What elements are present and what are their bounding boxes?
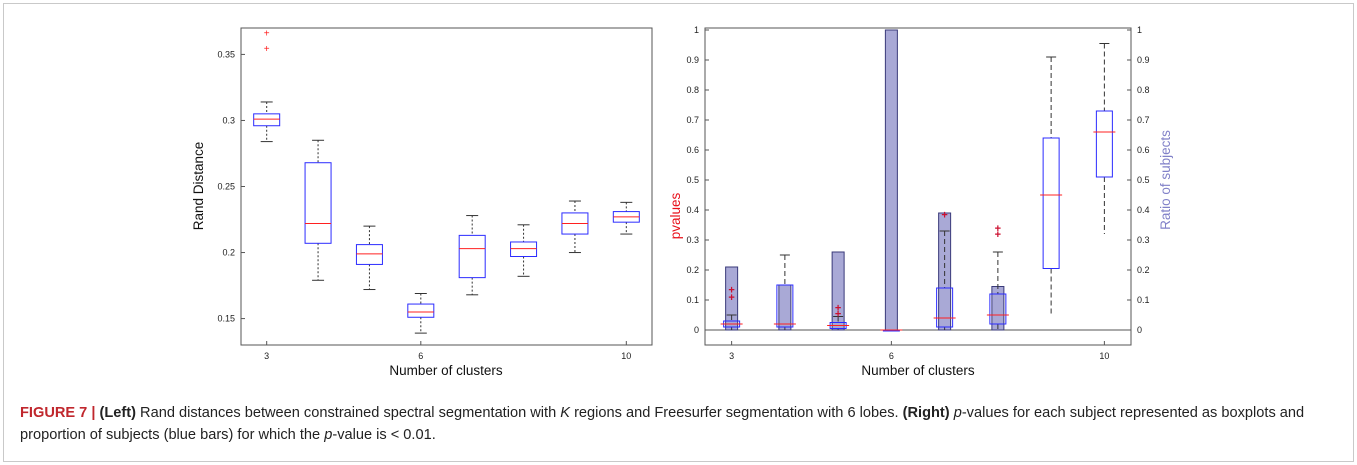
left-box-k3: ++: [253, 28, 281, 143]
figure-plots: 0.150.20.250.30.353 6 10 ++ Number of clus…: [191, 25, 1173, 378]
right-x-tick-label: 10: [1099, 351, 1109, 361]
right-y-tick-label-right: 0.4: [1137, 205, 1150, 215]
caption-figure-label: FIGURE 7 |: [20, 405, 96, 421]
figure-frame: [3, 3, 1354, 462]
left-x-tick-label: 6: [418, 351, 423, 361]
outlier-marker: +: [995, 229, 1001, 241]
outlier-marker: +: [941, 210, 947, 222]
outlier-marker: +: [728, 285, 734, 297]
outlier-marker: +: [835, 303, 841, 315]
left-box-k8: [510, 224, 538, 277]
caption-left-label: (Left): [99, 405, 136, 421]
right-y-tick-label-right: 0.7: [1137, 115, 1150, 125]
right-y-tick-label-left: 0.3: [686, 235, 699, 245]
right-y-tick-label-right: 0: [1137, 325, 1142, 335]
box-iqr: [407, 303, 435, 318]
ratio-bar-k6: [884, 29, 898, 331]
box-iqr: [253, 113, 281, 127]
right-y-tick-label-left: 0.2: [686, 265, 699, 275]
pvalue-box-k7: +: [933, 210, 956, 330]
caption-text-1: Rand distances between constrained spect…: [136, 405, 561, 421]
left-box-k4: [304, 139, 332, 281]
caption-p-variable-1: p: [953, 405, 962, 421]
left-y-tick-label: 0.35: [217, 49, 235, 59]
outlier-marker: +: [728, 292, 734, 304]
right-y-tick-label-right: 0.8: [1137, 85, 1150, 95]
right-y-tick-label-left: 0.9: [686, 55, 699, 65]
left-x-tick-label: 10: [621, 351, 631, 361]
box-iqr: [776, 284, 794, 328]
box-iqr: [989, 293, 1007, 325]
box-iqr: [1042, 137, 1060, 269]
left-x-axis-label: Number of clusters: [389, 363, 503, 378]
right-y-tick-label-left: 0.1: [686, 295, 699, 305]
right-y-tick-label-right: 1: [1137, 25, 1142, 35]
caption-text-2: regions and Freesurfer segmentation with…: [570, 405, 903, 421]
box-iqr: [510, 241, 538, 258]
pvalue-box-k8: ++: [986, 223, 1009, 330]
outlier-marker: +: [835, 309, 841, 321]
right-y-tick-label-right: 0.5: [1137, 175, 1150, 185]
left-box-k9: [561, 200, 589, 254]
left-y-tick-label: 0.15: [217, 314, 235, 324]
right-y-tick-label-left: 0.6: [686, 145, 699, 155]
right-x-axis-label: Number of clusters: [861, 363, 975, 378]
right-y-tick-label-right: 0.2: [1137, 265, 1150, 275]
caption-p-variable-2: p: [324, 427, 333, 443]
figure-caption: FIGURE 7 | (Left) Rand distances between…: [20, 402, 1338, 446]
right-y-tick-label-left: 0.7: [686, 115, 699, 125]
box-iqr: [936, 287, 954, 328]
box-iqr: [304, 162, 332, 244]
right-y-axis-label-pvalues: pvalues: [668, 192, 683, 239]
box-iqr: [458, 234, 486, 279]
caption-k-variable: K: [560, 405, 571, 421]
right-y-tick-label-right: 0.3: [1137, 235, 1150, 245]
left-y-axis-label: Rand Distance: [191, 142, 206, 231]
right-boxplot-bar-panel: 0 0 0.1 0.1 0.2 0.2 0.3 0.3 0.4 0.4 0.5 0.5 0.6 0.6 0.…: [668, 25, 1173, 378]
left-y-tick-label: 0.25: [217, 182, 235, 192]
right-x-tick-label: 6: [889, 351, 894, 361]
pvalue-box-k10: [1093, 43, 1116, 234]
outlier-marker: +: [264, 28, 270, 39]
right-y-tick-label-right: 0.1: [1137, 295, 1150, 305]
left-box-k6: [407, 292, 435, 334]
caption-text-4: -value is < 0.01.: [332, 427, 436, 443]
caption-text-3: -values for each subject represented as …: [20, 405, 1305, 443]
right-x-tick-label: 3: [729, 351, 734, 361]
left-box-k7: [458, 215, 486, 296]
ratio-bar-k4: [778, 284, 792, 331]
outlier-marker: +: [264, 44, 270, 55]
pvalue-box-k5: ++: [827, 303, 850, 330]
pvalue-box-k9: [1040, 56, 1063, 314]
left-box-k10: [612, 201, 640, 235]
left-y-tick-label: 0.2: [222, 248, 235, 258]
right-y-tick-label-right: 0.9: [1137, 55, 1150, 65]
right-y-tick-label-left: 0.8: [686, 85, 699, 95]
box-iqr: [355, 244, 383, 265]
left-plot-frame: [240, 27, 653, 346]
right-y-tick-label-left: 1: [694, 25, 699, 35]
right-y-tick-label-right: 0.6: [1137, 145, 1150, 155]
left-boxplot-panel: 0.150.20.250.30.353 6 10 ++ Number of clus…: [191, 27, 653, 378]
left-box-k5: [355, 225, 383, 291]
right-y-axis-label-ratio: Ratio of subjects: [1158, 130, 1173, 230]
caption-right-label: (Right): [902, 405, 950, 421]
pvalue-box-k4: [773, 254, 796, 330]
pvalue-box-k3: ++: [720, 285, 743, 330]
left-x-tick-label: 3: [264, 351, 269, 361]
outlier-marker: +: [995, 223, 1001, 235]
right-y-tick-label-left: 0.5: [686, 175, 699, 185]
right-plot-frame: [704, 27, 1132, 346]
right-y-tick-label-left: 0.4: [686, 205, 699, 215]
right-y-tick-label-left: 0: [694, 325, 699, 335]
box-iqr: [1095, 110, 1113, 178]
pvalue-box-k6: [880, 329, 903, 332]
left-y-tick-label: 0.3: [222, 115, 235, 125]
